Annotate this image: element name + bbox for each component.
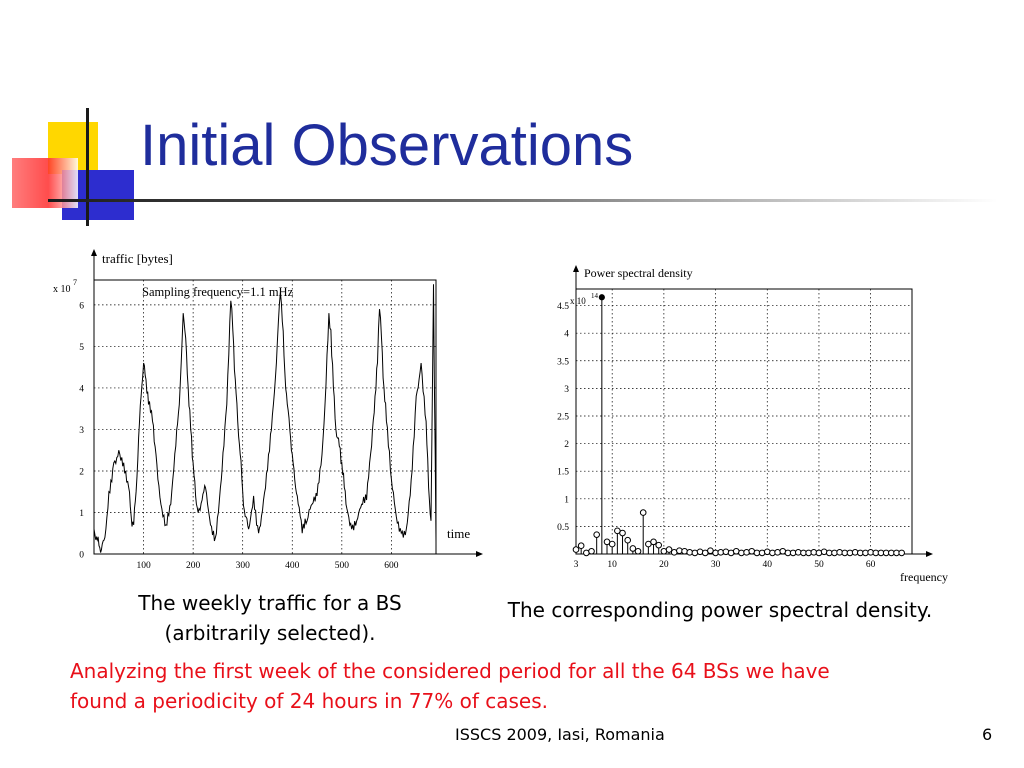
observation-note-line2: found a periodicity of 24 hours in 77% o… (70, 689, 548, 713)
psd-y-tick-label: 2 (564, 440, 569, 450)
psd-y-exponent-label: x 10 (570, 296, 586, 306)
psd-x-tick-label: 50 (814, 560, 824, 570)
psd-x-tick-label: 60 (866, 560, 876, 570)
traffic-y-arrow (91, 249, 97, 256)
psd-title: Power spectral density (584, 266, 693, 280)
footer-text: ISSCS 2009, Iasi, Romania (455, 725, 665, 744)
psd-stem-marker (691, 549, 699, 557)
psd-stem-marker (598, 294, 605, 301)
psd-y-tick-label: 0.5 (557, 523, 569, 533)
psd-x-tick-label: 40 (763, 560, 773, 570)
psd-stem-marker (624, 536, 631, 544)
caption-left: The weekly traffic for a BS (arbitrarily… (100, 588, 440, 648)
caption-left-line1: The weekly traffic for a BS (138, 591, 402, 615)
caption-left-line2: (arbitrarily selected). (164, 621, 376, 645)
traffic-x-tick-label: 500 (335, 561, 350, 571)
observation-note-line1: Analyzing the first week of the consider… (70, 659, 830, 683)
psd-stem-marker (593, 531, 600, 538)
page-number: 6 (982, 725, 993, 744)
traffic-series-line (93, 284, 437, 553)
psd-stem-marker (763, 548, 771, 556)
traffic-y-tick-label: 5 (79, 343, 84, 353)
traffic-x-tick-label: 100 (136, 561, 151, 571)
psd-y-exponent: 14 (591, 292, 599, 300)
psd-y-tick-label: 3 (564, 385, 569, 395)
psd-x-tick-label: 30 (711, 560, 721, 570)
traffic-axes (91, 249, 483, 557)
traffic-y-tick-label: 2 (79, 467, 84, 477)
psd-y-arrow (573, 265, 579, 272)
psd-y-tick-label: 1 (564, 495, 569, 505)
psd-stem-marker (639, 509, 647, 516)
psd-stem-marker (608, 540, 616, 548)
psd-stem-marker (758, 549, 766, 557)
psd-stem-marker (681, 547, 688, 555)
psd-stem-marker (774, 549, 781, 556)
traffic-plot-frame (93, 279, 437, 555)
slide-title: Initial Observations (140, 113, 634, 178)
traffic-x-tick-label: 600 (384, 561, 399, 571)
psd-y-tick-label: 2.5 (557, 412, 569, 422)
psd-stem-marker (743, 549, 750, 556)
psd-stem-marker (650, 538, 657, 546)
title-underline (48, 199, 998, 202)
traffic-chart: 100 200 300 400 500 600 0 1 2 3 4 5 6 traffic [bytes… (53, 249, 483, 571)
psd-stem-marker (588, 547, 595, 555)
traffic-y-tick-label: 3 (79, 426, 84, 436)
psd-stem-marker (629, 545, 637, 552)
psd-stem-marker (820, 548, 828, 556)
psd-stem-marker (722, 548, 730, 556)
psd-y-tick-label: 1.5 (557, 468, 569, 478)
psd-x-tick-label: 3 (574, 560, 579, 570)
traffic-grid (94, 280, 436, 554)
logo-vertical-line (86, 108, 89, 226)
traffic-x-arrow (476, 551, 483, 557)
traffic-x-tick-label: 200 (186, 561, 201, 571)
psd-stem-marker (634, 547, 642, 555)
psd-stem-marker (619, 529, 626, 537)
psd-x-tick-label: 10 (607, 560, 617, 570)
psd-plot-frame (575, 288, 913, 555)
psd-stem-marker (665, 546, 673, 553)
traffic-y-tick-label: 0 (79, 551, 84, 561)
psd-stem-marker (815, 549, 823, 557)
traffic-y-tick-label: 4 (79, 384, 84, 394)
traffic-y-exponent-label: x 10 (53, 284, 71, 295)
psd-ticks: 3 10 20 30 40 50 60 0.5 1 1.5 2 2.5 3 3.5 4 4.5 (557, 302, 876, 570)
psd-stem-marker (655, 541, 663, 549)
observation-note: Analyzing the first week of the consider… (70, 656, 970, 716)
traffic-y-exponent: 7 (73, 278, 77, 287)
traffic-y-axis-label: traffic [bytes] (102, 251, 173, 266)
psd-y-tick-label: 3.5 (557, 357, 569, 367)
traffic-x-tick-label: 300 (236, 561, 251, 571)
psd-stem-marker (898, 549, 905, 557)
psd-chart: 3 10 20 30 40 50 60 0.5 1 1.5 2 2.5 3 3.5 4 4.5 Power s… (557, 265, 948, 584)
psd-grid (576, 289, 912, 554)
psd-y-tick-label: 4.5 (557, 302, 569, 312)
psd-x-axis-label: frequency (900, 570, 948, 584)
traffic-x-axis-label: time (447, 526, 470, 541)
traffic-ticks: 100 200 300 400 500 600 0 1 2 3 4 5 6 (79, 301, 399, 571)
psd-stem-marker (572, 546, 580, 553)
psd-stems (572, 294, 905, 557)
traffic-y-tick-label: 1 (79, 509, 84, 519)
caption-right: The corresponding power spectral density… (507, 598, 933, 622)
psd-axes (573, 265, 933, 557)
psd-stem-marker (696, 548, 704, 556)
sampling-frequency-annotation: Sampling frequency=1.1 mHz (142, 285, 294, 299)
psd-x-tick-label: 20 (659, 560, 669, 570)
psd-stem-marker (577, 542, 585, 550)
traffic-x-tick-label: 400 (285, 561, 300, 571)
traffic-y-tick-label: 6 (79, 301, 84, 311)
psd-y-tick-label: 4 (564, 330, 569, 340)
psd-x-arrow (926, 551, 933, 557)
